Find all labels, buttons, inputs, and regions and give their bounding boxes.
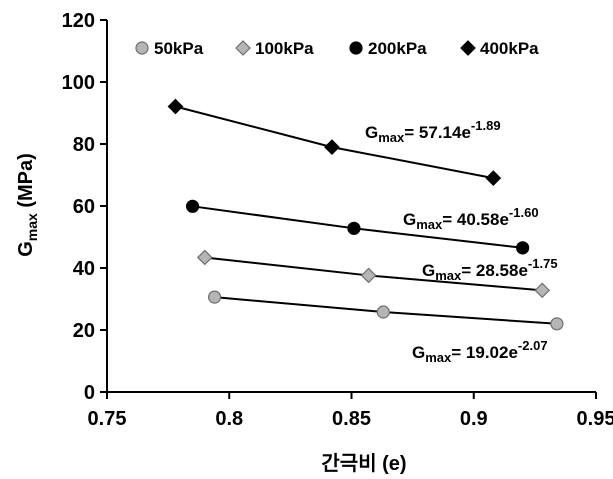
data-point-400kPa — [324, 139, 340, 155]
y-tick-label: 0 — [84, 382, 95, 404]
equation-200kPa: Gmax= 40.58e-1.60 — [403, 205, 539, 232]
data-point-50kPa — [207, 290, 222, 304]
x-tick-label: 0.95 — [577, 408, 613, 430]
equation-100kPa: Gmax= 28.58e-1.75 — [422, 256, 558, 283]
data-point-400kPa — [485, 170, 502, 186]
y-tick-label: 120 — [62, 10, 95, 32]
data-point-200kPa — [347, 221, 361, 235]
equation-400kPa: Gmax= 57.14e-1.89 — [365, 118, 501, 145]
y-tick-label: 20 — [73, 320, 95, 342]
data-point-200kPa — [516, 241, 530, 255]
y-tick-label: 40 — [73, 258, 95, 280]
data-point-400kPa — [167, 98, 184, 115]
equation-50kPa: Gmax= 19.02e-2.07 — [412, 338, 548, 365]
data-point-200kPa — [185, 199, 200, 213]
x-tick-label: 0.85 — [332, 408, 371, 430]
legend-label: 100kPa — [255, 39, 314, 58]
legend-label: 200kPa — [368, 39, 427, 58]
legend-marker-50kPa — [135, 41, 149, 55]
legend-marker-100kPa — [235, 40, 251, 56]
y-tick-label: 100 — [62, 72, 95, 94]
x-tick-label: 0.8 — [215, 408, 243, 430]
y-axis-title-main: G — [15, 241, 37, 257]
axis-ticks: 0 20 40 60 80 100 120 0.75 0.8 0.85 0.9 0.95 — [62, 10, 613, 430]
y-tick-label: 80 — [73, 134, 95, 156]
legend-marker-200kPa — [349, 41, 363, 55]
data-points — [167, 98, 564, 331]
legend: 50kPa 100kPa 200kPa 400kPa — [135, 39, 539, 58]
x-axis-title: 간극비 (e) — [321, 452, 406, 475]
y-axis-title-sub: max — [24, 213, 40, 241]
y-axis-title-unit: (MPa) — [15, 153, 37, 213]
y-axis-title: Gmax (MPa) — [15, 153, 40, 257]
equation-annotations: Gmax= 19.02e-2.07 Gmax= 28.58e-1.75 Gmax= … — [365, 118, 558, 365]
data-point-100kPa — [196, 249, 213, 266]
data-point-50kPa — [376, 305, 390, 319]
data-point-100kPa — [534, 282, 551, 299]
y-tick-label: 60 — [73, 196, 95, 218]
data-point-100kPa — [360, 267, 377, 284]
legend-label: 50kPa — [154, 39, 204, 58]
legend-label: 400kPa — [480, 39, 539, 58]
data-point-50kPa — [550, 317, 564, 331]
legend-marker-400kPa — [460, 40, 476, 56]
x-tick-label: 0.9 — [460, 408, 488, 430]
x-tick-label: 0.75 — [88, 408, 127, 430]
